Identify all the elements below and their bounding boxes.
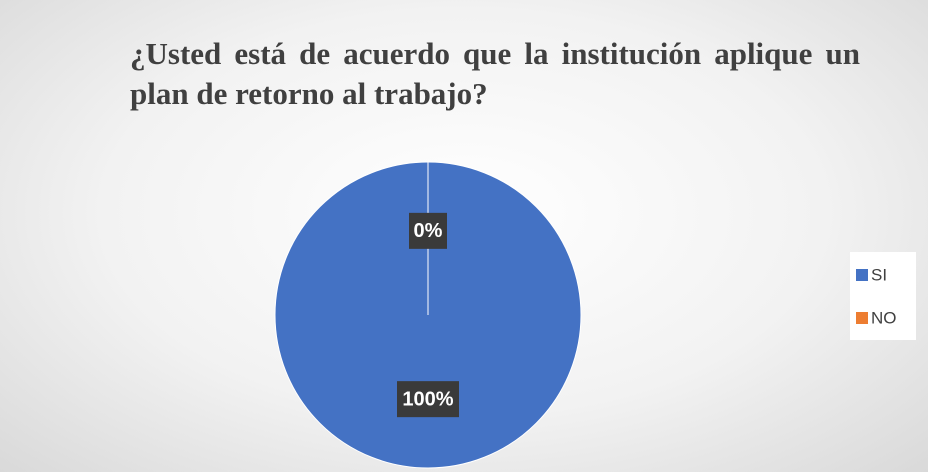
legend-swatch [856, 312, 868, 324]
data-label-box [397, 381, 459, 418]
legend-label: NO [871, 308, 897, 327]
legend-box [850, 252, 916, 340]
data-label-box [409, 212, 447, 249]
chart-title: ¿Usted está de acuerdo que la institució… [130, 36, 860, 111]
legend-swatch [856, 269, 868, 281]
data-label: 0% [414, 220, 443, 242]
data-label: 100% [402, 388, 453, 410]
legend-label: SI [871, 265, 887, 284]
